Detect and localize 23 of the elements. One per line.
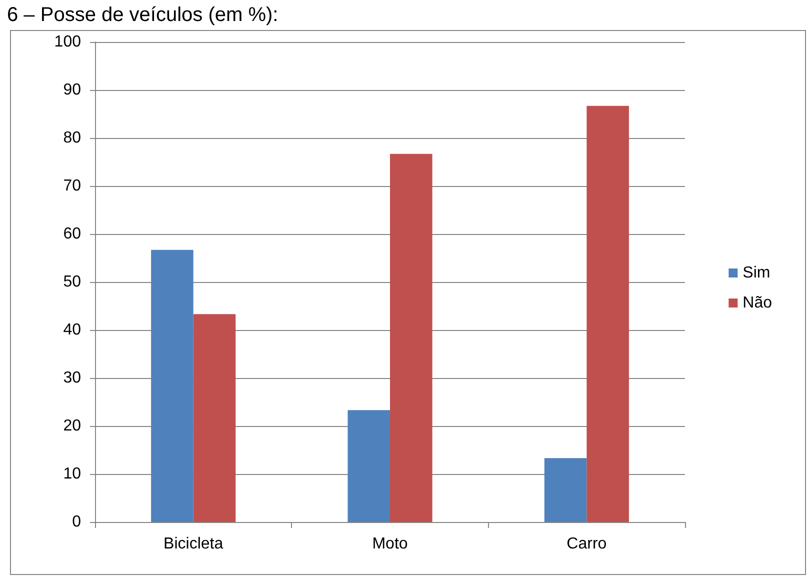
y-tick-label: 60 — [63, 226, 82, 242]
x-tick-label: Carro — [566, 536, 607, 552]
bar — [193, 314, 236, 522]
y-tick-label: 40 — [63, 322, 82, 338]
y-tick-label: 0 — [72, 514, 82, 530]
y-tick-label: 50 — [63, 274, 82, 290]
chart-title: 6 – Posse de veículos (em %): — [7, 4, 278, 26]
y-tick-label: 20 — [63, 418, 82, 434]
bar — [544, 458, 587, 522]
y-tick-label: 90 — [63, 82, 82, 98]
y-tick-label: 10 — [63, 466, 82, 482]
bar — [586, 106, 629, 522]
y-tick-label: 70 — [63, 178, 82, 194]
legend-label: Não — [742, 294, 772, 312]
y-tick-label: 30 — [63, 370, 82, 386]
y-tick-label: 80 — [63, 130, 82, 146]
legend-label: Sim — [742, 264, 770, 282]
x-tick-label: Bicicleta — [164, 536, 224, 552]
bar — [348, 410, 390, 522]
bar — [390, 154, 432, 522]
y-tick-label: 100 — [54, 34, 82, 50]
x-tick-label: Moto — [372, 536, 408, 552]
bar — [151, 250, 194, 522]
